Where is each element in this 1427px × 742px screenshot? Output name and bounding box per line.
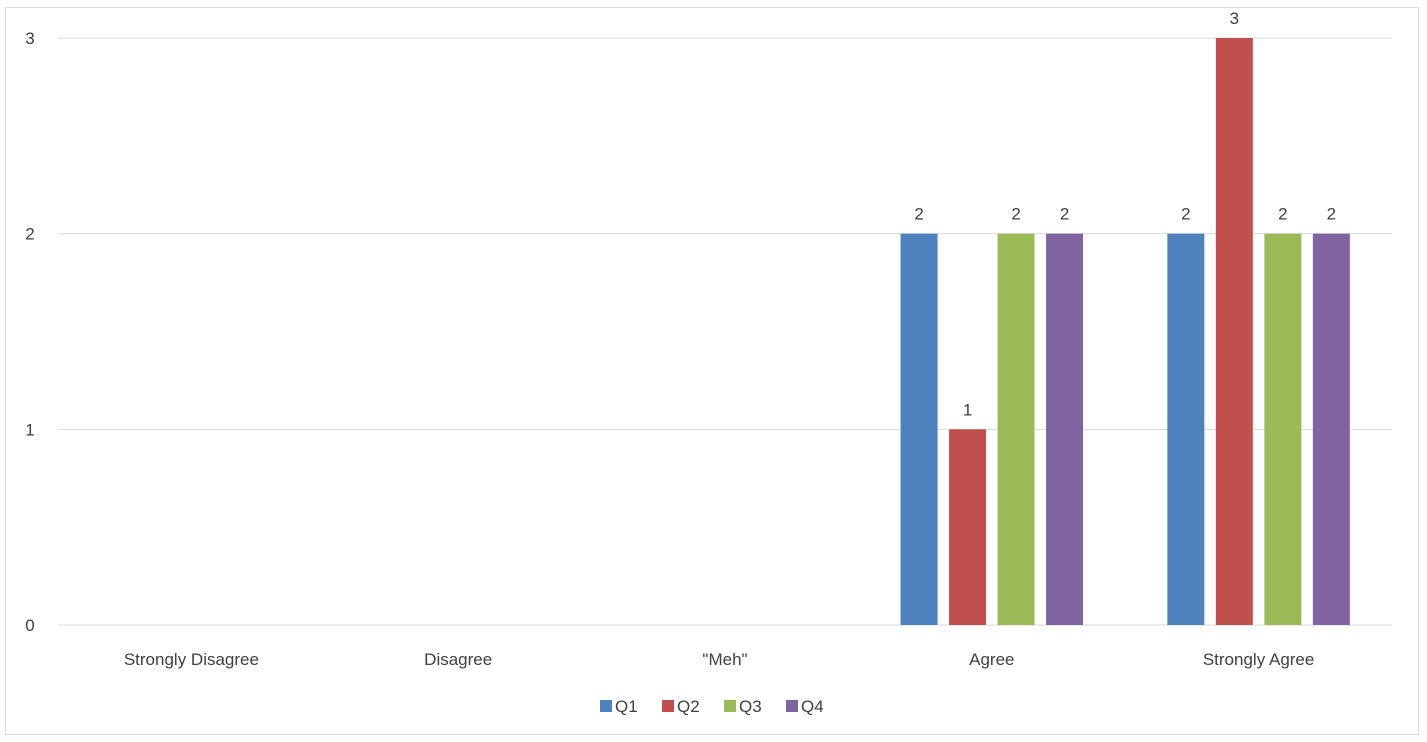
- bar-q1-4: [1167, 233, 1205, 625]
- data-label-q1-4: 2: [1181, 205, 1190, 224]
- data-label-q2-3: 1: [963, 400, 972, 419]
- data-label-q3-3: 2: [1011, 205, 1020, 224]
- bar-q1-3: [900, 233, 938, 625]
- x-category-label: "Meh": [702, 650, 747, 669]
- legend-label-q4: Q4: [801, 697, 824, 716]
- bar-q2-3: [949, 429, 987, 625]
- legend-swatch-q4: [786, 700, 798, 712]
- legend-swatch-q3: [724, 700, 736, 712]
- data-label-q3-4: 2: [1278, 205, 1287, 224]
- x-category-label: Agree: [969, 650, 1014, 669]
- y-tick-label: 1: [25, 420, 34, 439]
- x-axis-categories: Strongly Disagree Disagree "Meh" Agree Stron…: [124, 650, 1315, 669]
- x-category-label: Strongly Agree: [1203, 650, 1315, 669]
- x-category-label: Disagree: [424, 650, 492, 669]
- data-labels: 2 1 2 2 2 3 2 2: [914, 9, 1336, 419]
- data-label-q2-4: 3: [1230, 9, 1239, 28]
- legend-swatch-q2: [662, 700, 674, 712]
- data-label-q4-4: 2: [1327, 205, 1336, 224]
- bar-q3-4: [1264, 233, 1302, 625]
- legend-label-q1: Q1: [615, 697, 638, 716]
- legend-swatch-q1: [600, 700, 612, 712]
- bar-q3-3: [997, 233, 1035, 625]
- y-tick-label: 3: [25, 29, 34, 48]
- bar-q2-4: [1215, 38, 1253, 625]
- y-tick-label: 2: [25, 225, 34, 244]
- legend-label-q2: Q2: [677, 697, 700, 716]
- legend-label-q3: Q3: [739, 697, 762, 716]
- x-category-label: Strongly Disagree: [124, 650, 259, 669]
- legend: Q1 Q2 Q3 Q4: [600, 697, 824, 716]
- data-label-q1-3: 2: [914, 205, 923, 224]
- data-label-q4-3: 2: [1060, 205, 1069, 224]
- bar-q4-4: [1312, 233, 1350, 625]
- bars: [900, 38, 1350, 625]
- bar-q4-3: [1046, 233, 1084, 625]
- y-axis-ticks: 0 1 2 3: [25, 29, 34, 635]
- y-tick-label: 0: [25, 616, 34, 635]
